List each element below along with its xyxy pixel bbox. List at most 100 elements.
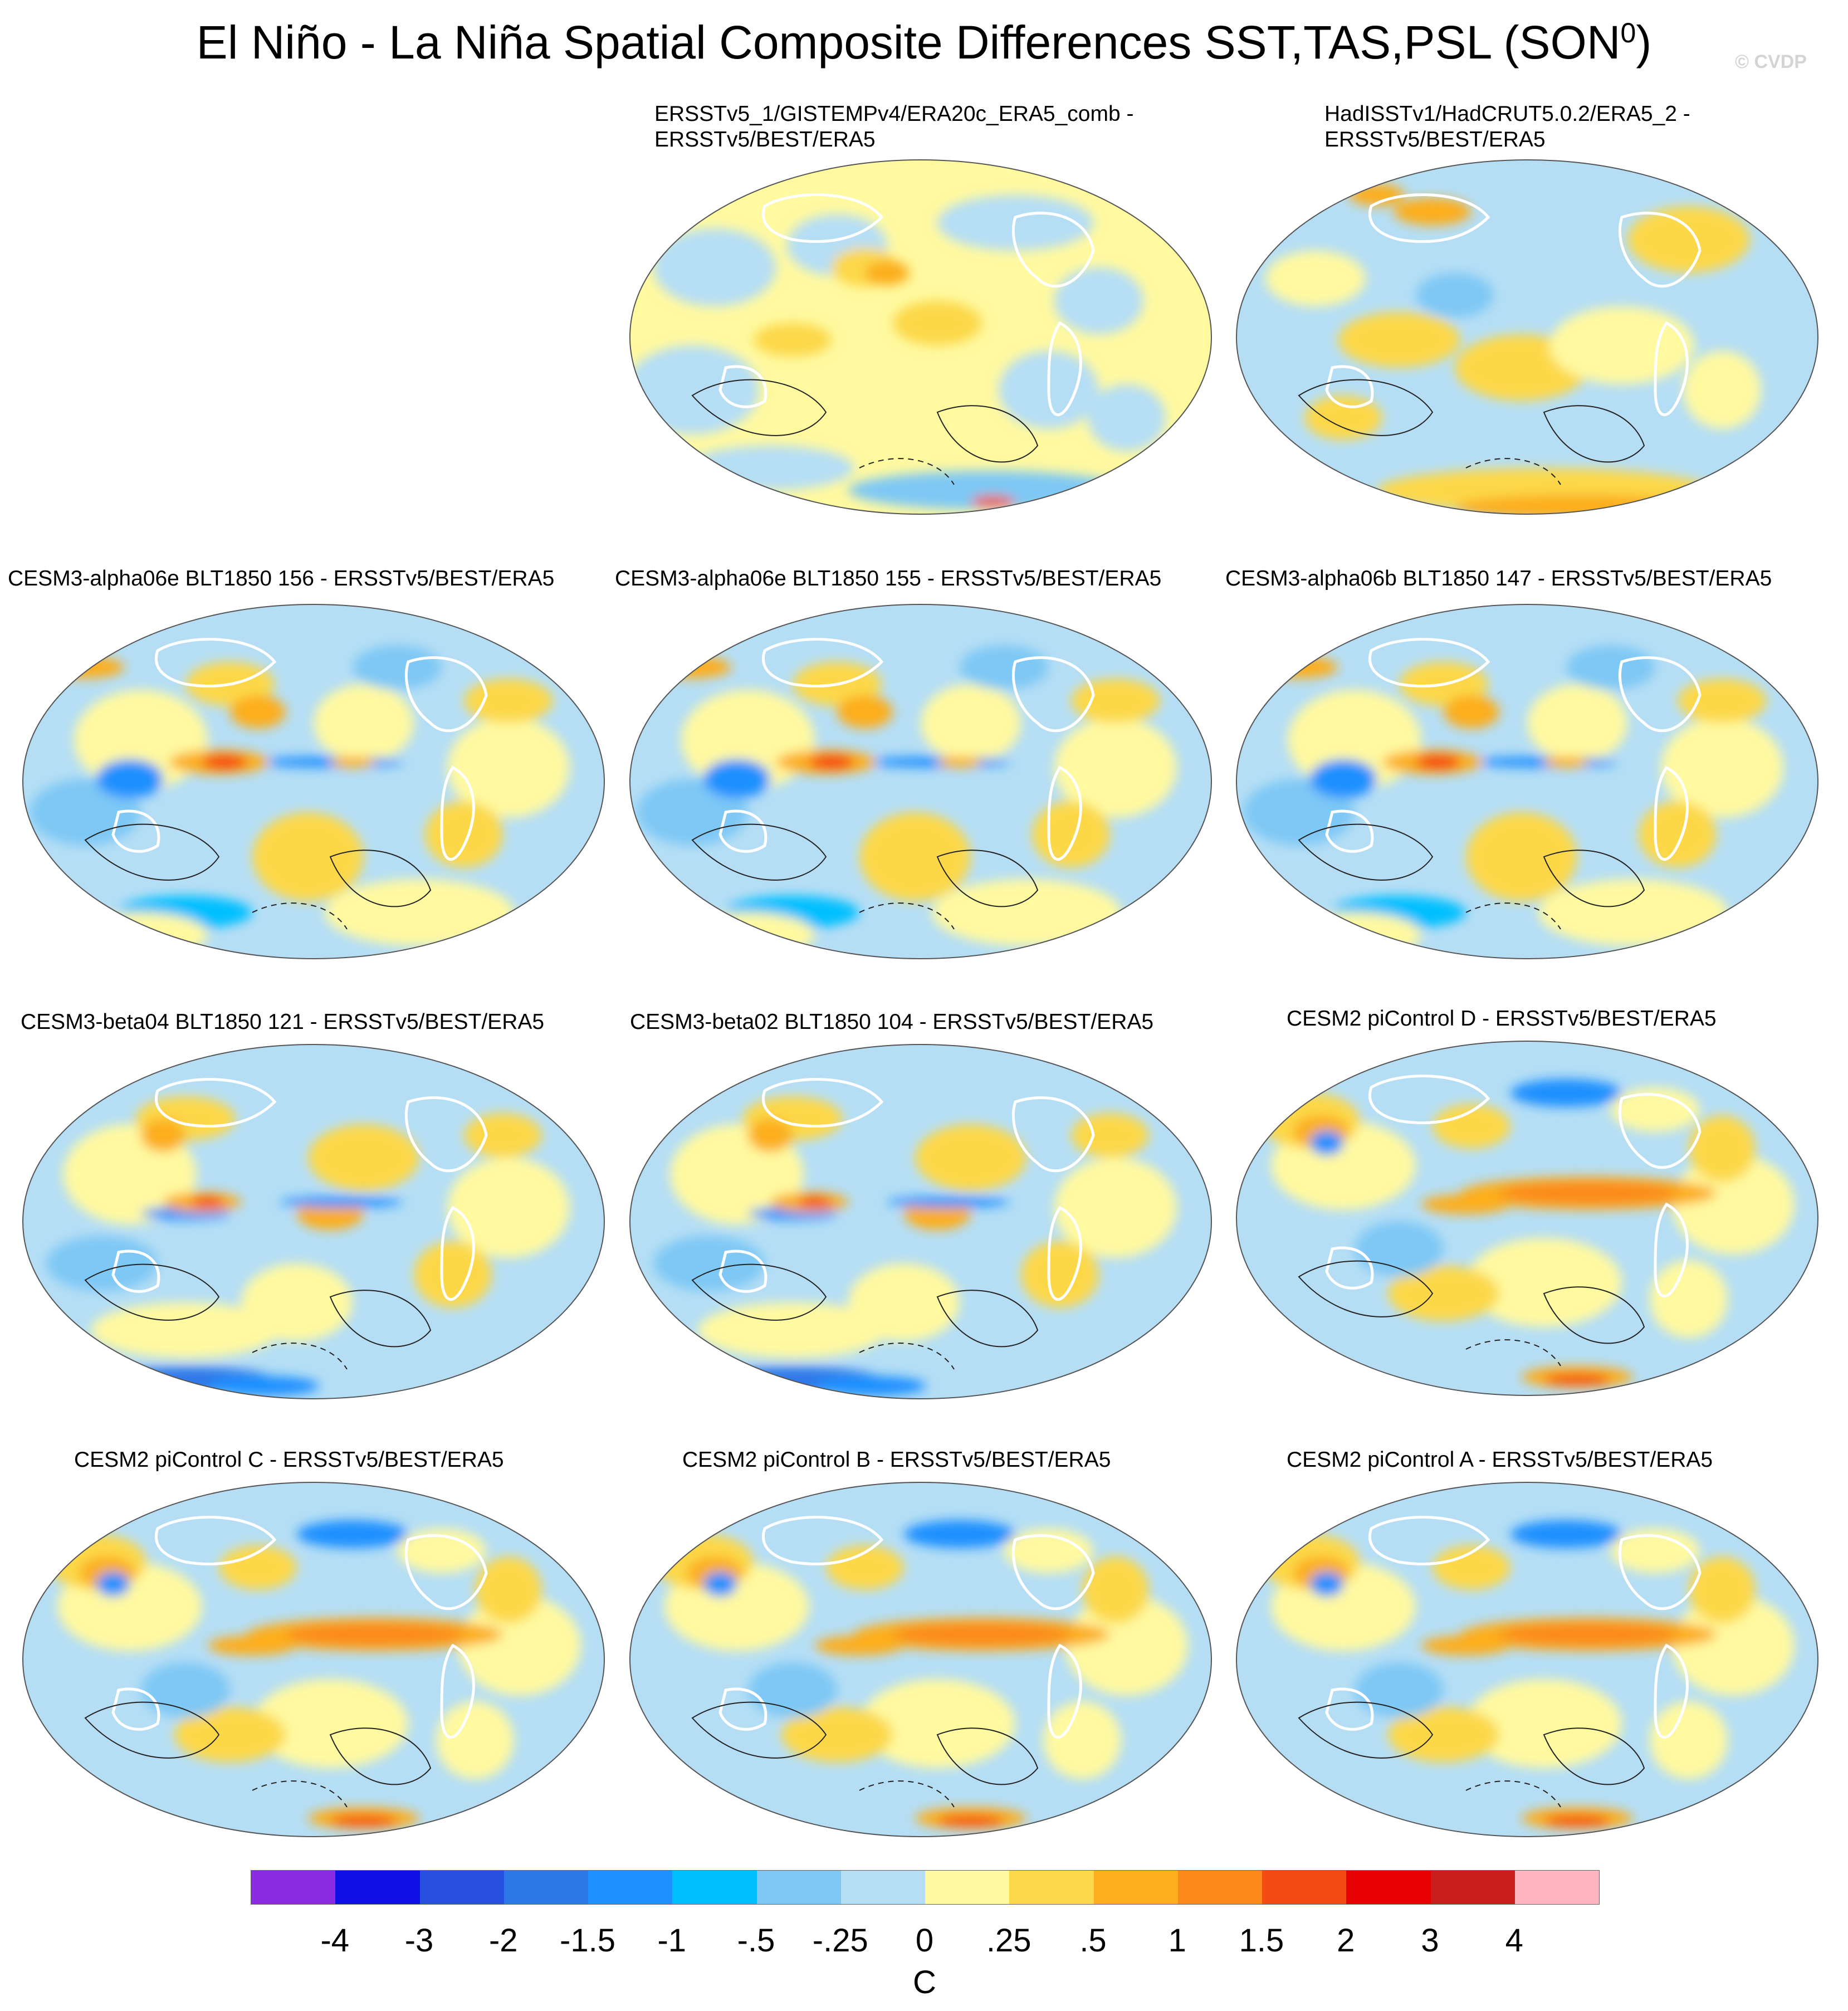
anomaly-region xyxy=(1455,495,1700,514)
anomaly-region xyxy=(1689,1556,1756,1623)
psl-contour xyxy=(936,1290,1039,1348)
psl-contour xyxy=(691,379,827,436)
colorbar-tick-label: 1.5 xyxy=(1239,1922,1284,1959)
anomaly-region xyxy=(826,1545,904,1590)
panel-title-line: ERSSTv5/BEST/ERA5 xyxy=(1324,128,1546,152)
anomaly-region xyxy=(1538,879,1728,946)
anomaly-region xyxy=(1499,1623,1678,1646)
map-panel-1 xyxy=(629,159,1212,515)
psl-contour xyxy=(1543,1286,1645,1344)
colorbar-tick-label: 3 xyxy=(1421,1922,1439,1959)
panel-title-6: CESM3-beta04 BLT1850 121 - ERSSTv5/BEST/… xyxy=(21,1010,545,1034)
colorbar-tick-label: -3 xyxy=(404,1922,434,1959)
anomaly-region xyxy=(1499,1182,1678,1204)
psl-contour xyxy=(1465,1780,1561,1808)
colorbar-swatch xyxy=(419,1871,504,1904)
anomaly-region xyxy=(353,645,442,690)
coastline xyxy=(1654,765,1689,861)
anomaly-region xyxy=(1611,1529,1700,1573)
coastline xyxy=(718,1687,767,1731)
main-title-text: El Niño - La Niña Spatial Composite Diff… xyxy=(196,16,1621,69)
coastline xyxy=(1654,1202,1689,1297)
psl-contour xyxy=(936,1727,1039,1785)
anomaly-region xyxy=(297,1520,408,1548)
psl-contour xyxy=(691,1701,827,1759)
psl-contour xyxy=(1298,823,1434,881)
anomaly-region xyxy=(1416,273,1494,318)
psl-contour xyxy=(329,1290,432,1348)
coastline xyxy=(1011,212,1095,288)
coastline xyxy=(1618,1093,1702,1169)
anomaly-region xyxy=(1683,351,1761,429)
anomaly-region xyxy=(1527,684,1627,762)
psl-contour xyxy=(84,1701,220,1759)
coastline xyxy=(1325,1246,1374,1290)
anomaly-region xyxy=(932,879,1121,946)
anomaly-region xyxy=(280,1197,403,1208)
anomaly-region xyxy=(1054,267,1143,334)
anomaly-region xyxy=(748,1119,793,1152)
main-title-end: ) xyxy=(1636,16,1652,69)
psl-contour xyxy=(691,823,827,881)
anomaly-region xyxy=(815,1376,926,1396)
anomaly-region xyxy=(653,656,731,679)
colorbar-tick-label: 2 xyxy=(1337,1922,1355,1959)
anomaly-region xyxy=(865,261,910,285)
colorbar-swatch xyxy=(251,1871,336,1904)
colorbar-swatch xyxy=(1177,1871,1262,1904)
coastline xyxy=(1047,321,1082,416)
psl-contour xyxy=(691,1263,827,1321)
anomaly-region xyxy=(937,195,1093,251)
psl-contour xyxy=(1543,1727,1645,1785)
anomaly-region xyxy=(1071,679,1160,723)
coastline xyxy=(1654,1643,1689,1739)
coastline xyxy=(154,1516,277,1566)
anomaly-region xyxy=(174,1707,286,1763)
colorbar-swatch xyxy=(1514,1871,1599,1904)
coastline xyxy=(718,809,767,853)
anomaly-region xyxy=(252,1679,408,1768)
map-field xyxy=(1236,1482,1818,1837)
map-border xyxy=(629,159,1212,515)
anomaly-region xyxy=(1065,1595,1188,1696)
anomaly-region xyxy=(1265,251,1366,306)
colorbar-swatch xyxy=(925,1871,1010,1904)
colorbar-tick-label: 4 xyxy=(1505,1922,1523,1959)
panel-title-8: CESM2 piControl D - ERSSTv5/BEST/ERA5 xyxy=(1287,1007,1717,1031)
anomaly-region xyxy=(1388,1266,1499,1321)
anomaly-region xyxy=(230,695,286,729)
anomaly-region xyxy=(436,1701,514,1779)
psl-contour xyxy=(859,458,955,485)
anomaly-region xyxy=(1544,1374,1611,1385)
colorbar-swatch xyxy=(1346,1871,1431,1904)
anomaly-region xyxy=(1650,1260,1728,1338)
anomaly-region xyxy=(1088,384,1166,451)
map-border xyxy=(1236,1482,1818,1837)
anomaly-region xyxy=(464,1113,542,1158)
anomaly-region xyxy=(1466,1679,1622,1768)
panel-title-7: CESM3-beta02 BLT1850 104 - ERSSTv5/BEST/… xyxy=(630,1010,1154,1034)
psl-contour xyxy=(859,1780,955,1808)
anomaly-region xyxy=(1071,1113,1149,1158)
anomaly-region xyxy=(1544,756,1588,768)
map-field xyxy=(23,1044,604,1399)
anomaly-region xyxy=(458,1595,581,1696)
anomaly-region xyxy=(887,1197,1010,1208)
panel-title-11: CESM2 piControl A - ERSSTv5/BEST/ERA5 xyxy=(1287,1448,1713,1472)
anomaly-region xyxy=(1388,1707,1499,1763)
anomaly-region xyxy=(74,912,208,957)
anomaly-region xyxy=(1672,1595,1795,1696)
anomaly-region xyxy=(191,1197,224,1208)
map-panel-7 xyxy=(629,1044,1212,1399)
panel-title-line: HadISSTv1/HadCRUT5.0.2/ERA5_2 - xyxy=(1324,102,1690,126)
map-field xyxy=(630,160,1211,514)
coastline xyxy=(718,365,767,408)
anomaly-region xyxy=(91,1302,280,1358)
coastline xyxy=(1011,656,1095,733)
anomaly-region xyxy=(1288,912,1421,957)
map-border xyxy=(1236,604,1818,959)
anomaly-region xyxy=(687,446,854,490)
anomaly-region xyxy=(904,1520,1015,1548)
anomaly-region xyxy=(325,879,514,946)
map-panel-11 xyxy=(1236,1482,1818,1837)
